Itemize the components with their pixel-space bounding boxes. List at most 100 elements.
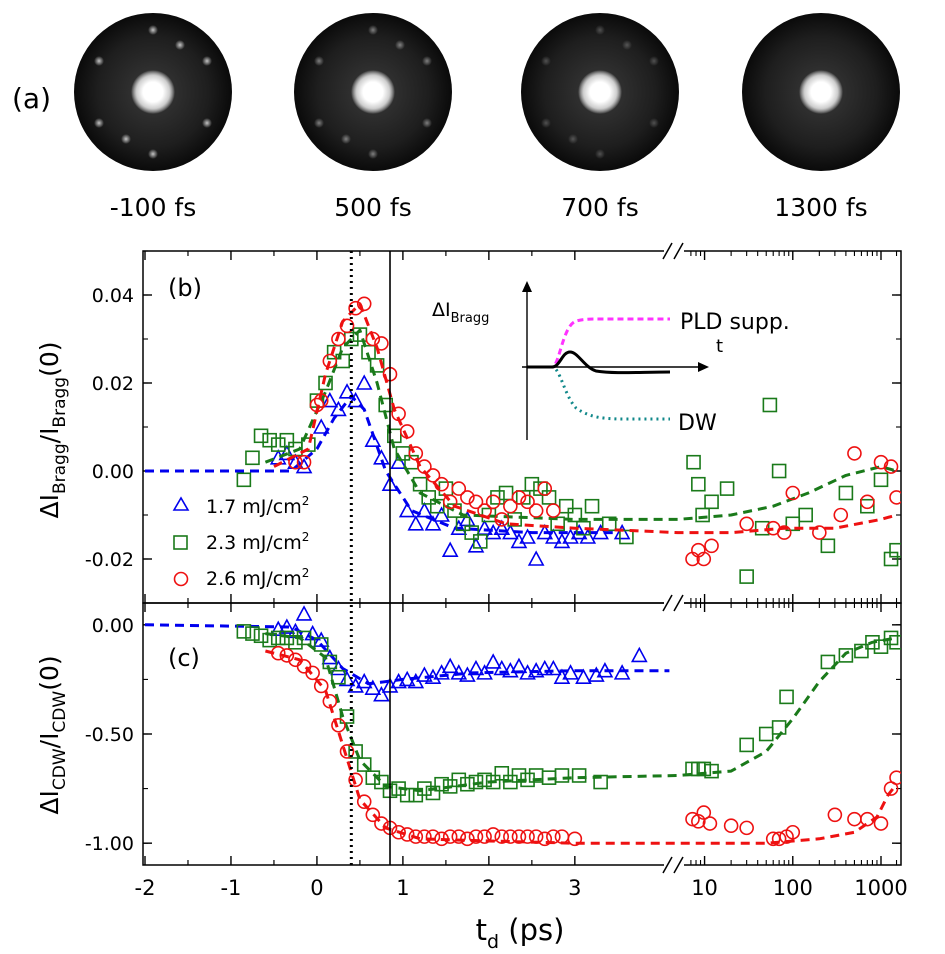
diffraction-spot: [175, 40, 185, 50]
data-point-square: [838, 648, 854, 663]
data-point-triangle: [476, 664, 493, 680]
data-point-square: [322, 654, 338, 670]
panel-a-label: (a): [12, 82, 51, 115]
diffraction-spot: [422, 56, 432, 66]
data-point-circle: [270, 645, 286, 661]
data-point-square: [696, 761, 712, 777]
panel-a: (a) -100 fs 500 fs 700 fs 1300 fs: [12, 13, 900, 222]
data-point-circle: [812, 525, 827, 540]
data-point-square: [365, 770, 381, 785]
data-point-square: [245, 450, 260, 466]
data-point-circle: [399, 424, 415, 439]
data-point-square: [719, 481, 735, 496]
data-point-triangle: [502, 523, 519, 540]
diffraction-caption: -100 fs: [110, 193, 197, 222]
data-point-square: [704, 494, 719, 510]
x-tick-label: 2: [482, 876, 495, 900]
data-point-circle: [348, 772, 363, 788]
data-point-square: [593, 774, 608, 790]
data-point-circle: [528, 503, 544, 518]
diffraction-caption: 700 fs: [561, 193, 639, 222]
data-point-circle: [771, 831, 787, 847]
data-point-circle: [860, 494, 875, 510]
data-point-square: [352, 327, 368, 342]
data-point-triangle: [278, 618, 296, 634]
series-2: [236, 327, 901, 584]
data-point-circle: [546, 503, 561, 518]
data-point-square: [262, 432, 277, 448]
data-point-triangle: [407, 515, 425, 531]
data-point-square: [455, 516, 471, 532]
data-point-circle: [494, 829, 510, 844]
data-point-circle: [537, 831, 553, 847]
central-beam: [578, 70, 622, 114]
data-point-circle: [305, 665, 320, 681]
data-point-triangle: [312, 418, 330, 434]
data-point-square: [758, 726, 774, 742]
series-3: [265, 645, 901, 847]
data-point-triangle: [390, 453, 407, 470]
data-point-square: [253, 428, 269, 444]
data-point-triangle: [278, 444, 296, 461]
data-point-circle: [503, 829, 518, 844]
panel-b-label: (b): [168, 274, 202, 302]
data-point-triangle: [536, 523, 554, 540]
data-point-triangle: [416, 501, 433, 518]
data-point-triangle: [630, 646, 648, 663]
x-tick-label: 1000: [854, 876, 907, 900]
data-point-triangle: [592, 523, 609, 540]
data-point-square: [468, 774, 484, 790]
data-point-square: [567, 507, 583, 523]
data-point-square: [460, 776, 475, 792]
data-point-square: [762, 397, 778, 413]
data-point-triangle: [312, 631, 330, 647]
data-point-triangle: [493, 659, 511, 676]
data-point-square: [296, 630, 312, 646]
diffraction-spot: [649, 56, 659, 66]
data-point-square: [554, 768, 570, 783]
central-beam: [131, 70, 175, 114]
panel-c: -2 -1 0 1 2 3 10 100 1000 -1.00 -0.50 0.00 (c) ΔICD…: [35, 602, 908, 953]
data-point-triangle: [441, 541, 459, 558]
data-point-circle: [434, 476, 449, 492]
data-point-square: [889, 542, 901, 558]
data-point-triangle: [536, 659, 554, 676]
data-point-circle: [339, 744, 355, 759]
data-point-circle: [477, 829, 492, 844]
data-point-circle: [785, 824, 801, 840]
data-point-square: [865, 634, 880, 650]
data-point-circle: [374, 816, 389, 831]
inset-ylabel: ΔIBragg: [432, 299, 489, 326]
data-point-triangle: [398, 501, 416, 518]
panel-b-ylabel: ΔIBragg/IBragg(0): [35, 341, 70, 518]
data-point-circle: [451, 481, 467, 496]
data-point-square: [490, 490, 505, 505]
data-point-circle: [425, 829, 441, 844]
data-point-triangle: [330, 400, 347, 417]
data-point-circle: [873, 816, 889, 831]
data-point-square: [369, 358, 385, 373]
data-point-circle: [309, 397, 325, 413]
data-point-square: [374, 774, 389, 790]
data-point-square: [691, 476, 706, 492]
data-point-circle: [460, 831, 475, 847]
data-point-square: [619, 529, 634, 545]
data-point-triangle: [355, 672, 373, 689]
data-point-square: [584, 498, 600, 514]
data-point-triangle: [596, 661, 614, 678]
data-point-square: [515, 490, 531, 505]
inset-schematic: ΔIBragg PLD supp. DW t: [432, 281, 790, 440]
data-point-circle: [417, 829, 432, 844]
data-point-square: [451, 772, 467, 788]
diffraction-spot: [368, 25, 378, 35]
data-point-square: [524, 476, 540, 492]
data-point-circle: [356, 794, 372, 809]
data-point-circle: [322, 693, 338, 709]
data-point-square: [739, 737, 754, 753]
data-point-square: [498, 485, 514, 501]
data-point-triangle: [562, 664, 579, 680]
diffraction-spot: [422, 118, 432, 128]
data-point-square: [417, 781, 432, 796]
data-point-square: [399, 787, 415, 803]
data-point-circle: [322, 353, 338, 369]
